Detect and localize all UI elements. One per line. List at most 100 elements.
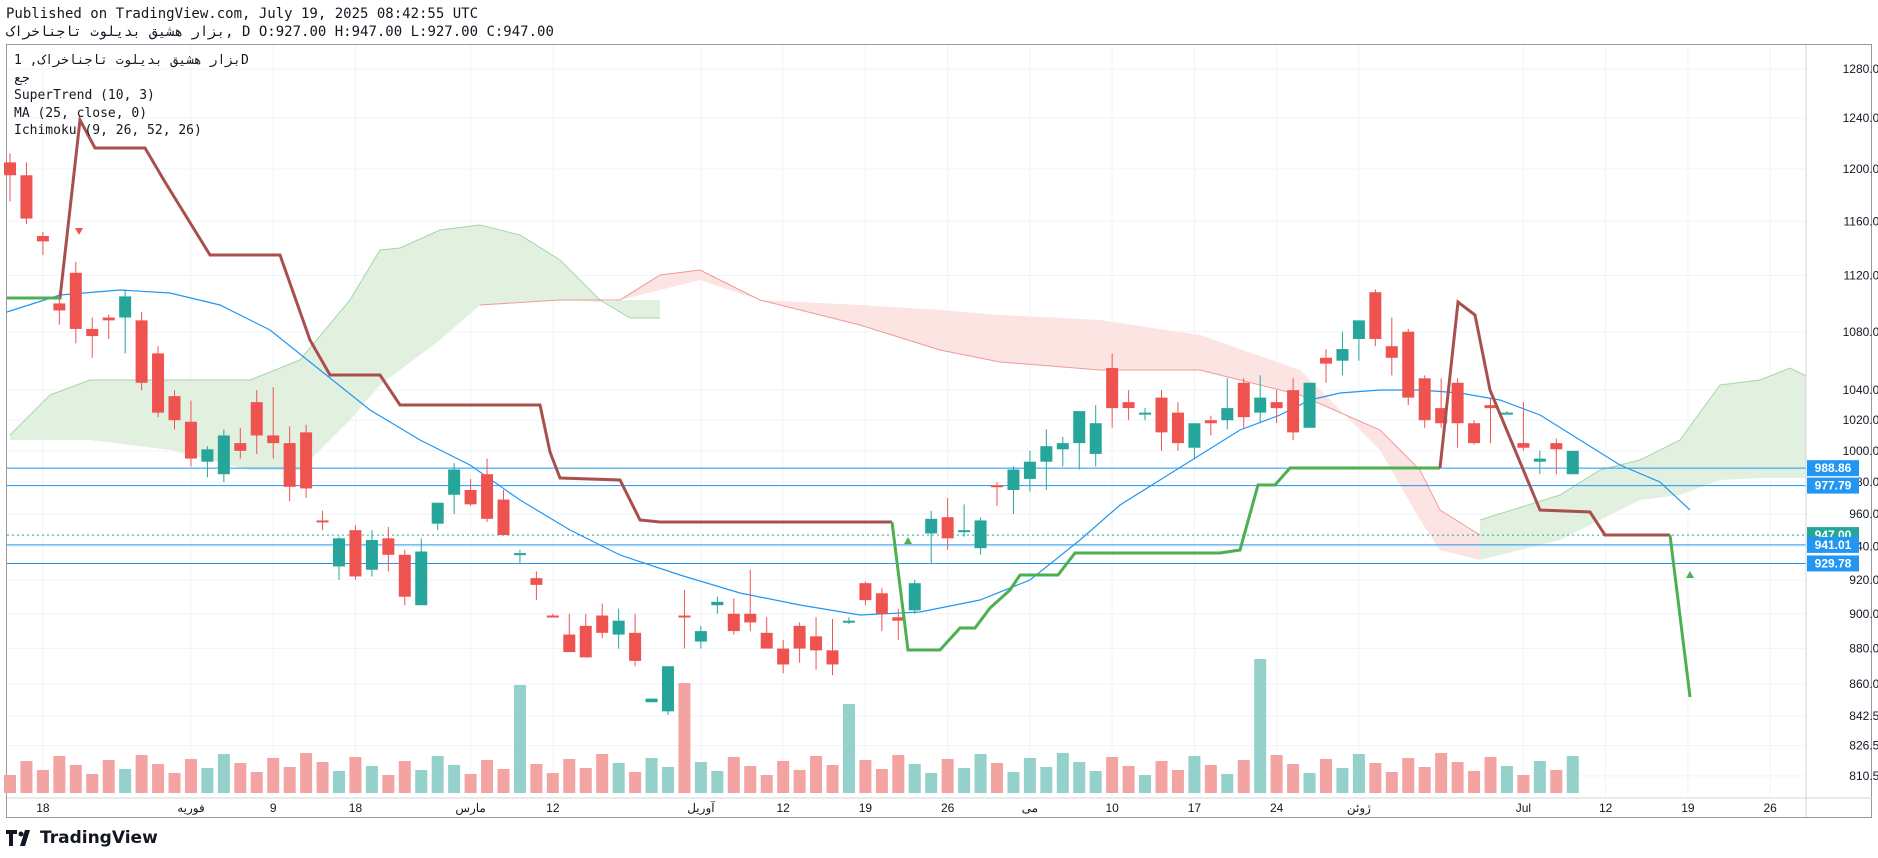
candle-body xyxy=(250,402,263,436)
volume-bar xyxy=(168,773,181,793)
volume-bar xyxy=(596,754,609,793)
candle-body xyxy=(481,474,494,519)
volume-bar xyxy=(1468,771,1481,793)
cloud-green-area-2 xyxy=(1480,368,1806,560)
legend-ma[interactable]: MA (25, close, 0) xyxy=(14,105,148,121)
candle-body xyxy=(777,648,790,665)
candle xyxy=(1204,415,1217,436)
candle-body xyxy=(1287,390,1300,433)
price-tick-label: 1040.00 xyxy=(1843,383,1878,397)
tradingview-logo[interactable]: TradingView xyxy=(6,828,158,848)
candle-body xyxy=(711,601,724,606)
candle xyxy=(1287,378,1300,441)
candle-body xyxy=(1320,357,1332,364)
candle-body xyxy=(349,530,362,577)
time-tick-label: 12 xyxy=(1599,801,1613,815)
candle xyxy=(1237,378,1250,428)
sell-signal-arrow xyxy=(1453,408,1461,415)
candle-body xyxy=(300,432,313,489)
candle xyxy=(875,588,888,632)
volume-bar xyxy=(1221,774,1234,793)
time-tick-label: 9 xyxy=(270,801,277,815)
legend-ichimoku[interactable]: Ichimoku (9, 26, 52, 26) xyxy=(14,123,202,138)
volume-bar xyxy=(941,759,954,793)
volume-bar xyxy=(300,753,313,793)
volume-bar xyxy=(333,771,345,793)
volume-bar xyxy=(201,768,214,793)
volume-bar xyxy=(810,756,823,793)
volume-bar xyxy=(1385,772,1398,793)
candle xyxy=(250,390,263,454)
volume-bar xyxy=(530,764,543,793)
candle xyxy=(168,390,181,430)
candle-body xyxy=(1484,405,1497,409)
cloud-green-span-a xyxy=(9,224,660,436)
legend-symbol[interactable]: بزار هشیق بدیلوت تاجناخراک, 1D xyxy=(14,53,249,68)
volume-bar xyxy=(1023,758,1036,793)
volume-bar xyxy=(842,704,855,793)
candle-body xyxy=(1352,320,1365,339)
supertrend-down-line-2 xyxy=(1438,299,1670,537)
candle-body xyxy=(497,499,510,536)
volume-bar xyxy=(727,757,740,793)
volume-bar xyxy=(415,770,428,793)
volume-bar xyxy=(629,772,642,793)
candle-body xyxy=(1402,331,1415,398)
candle xyxy=(1040,429,1053,490)
volume-bar xyxy=(513,685,526,793)
candle-body xyxy=(431,502,444,524)
candle-body xyxy=(448,469,461,495)
volume-bar xyxy=(645,758,658,793)
candle-body xyxy=(991,485,1003,488)
candle-body xyxy=(875,593,888,614)
time-tick-label: 17 xyxy=(1188,801,1202,815)
legend-supertrend[interactable]: SuperTrend (10, 3) xyxy=(14,88,155,103)
candle-body xyxy=(678,615,691,618)
candle-body xyxy=(793,625,806,649)
candle-body xyxy=(1171,412,1184,444)
cloud-green-span-a-2 xyxy=(1479,367,1807,521)
candle xyxy=(1385,317,1398,376)
price-label-box xyxy=(1807,555,1859,572)
candle-body xyxy=(1089,423,1102,454)
volume-bar xyxy=(1089,771,1102,793)
candle xyxy=(69,261,82,344)
candle-body xyxy=(908,583,921,611)
candle-body xyxy=(1221,408,1234,421)
candle-body xyxy=(1237,382,1250,418)
candle xyxy=(382,526,395,572)
candle-body xyxy=(1369,292,1382,339)
candle-body xyxy=(1533,458,1546,462)
candle xyxy=(1352,320,1365,361)
supertrend-up-line xyxy=(890,466,1440,652)
price-tick-label: 880.00 xyxy=(1849,642,1878,656)
volume-bar xyxy=(1550,770,1563,793)
candle-body xyxy=(530,578,543,585)
volume-bar xyxy=(1254,659,1267,793)
candle xyxy=(530,571,543,601)
candle-body xyxy=(760,632,773,649)
candle xyxy=(20,162,33,224)
candle-body xyxy=(1336,349,1349,361)
candle xyxy=(974,517,987,555)
candle-body xyxy=(201,449,214,462)
volume-bar xyxy=(711,771,724,793)
time-tick-label: 18 xyxy=(36,801,50,815)
candle xyxy=(1122,390,1135,421)
time-tick-label: 19 xyxy=(1681,801,1695,815)
price-label-text: 977.79 xyxy=(1815,479,1852,493)
candle xyxy=(349,525,362,580)
volume-bar xyxy=(1402,758,1415,793)
candle-body xyxy=(1303,382,1316,428)
volume-bar xyxy=(1435,753,1448,793)
candle-body xyxy=(1270,402,1283,409)
candle-body xyxy=(629,632,642,661)
candle-body xyxy=(69,272,82,329)
candle-body xyxy=(826,650,839,665)
candle xyxy=(760,617,773,649)
candle xyxy=(1171,402,1184,451)
candle xyxy=(1500,411,1513,415)
candle-body xyxy=(1073,411,1086,444)
candle-body xyxy=(365,539,378,570)
